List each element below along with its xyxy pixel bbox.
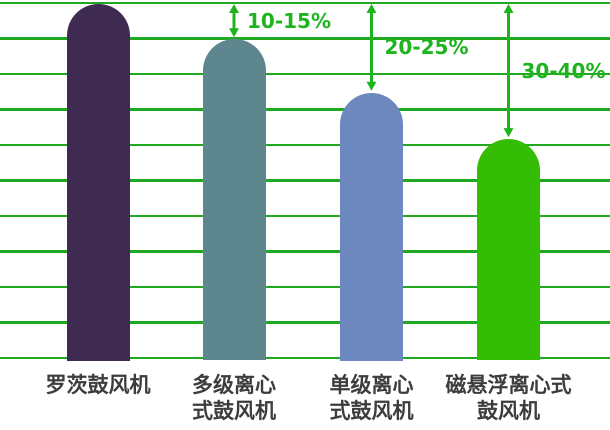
- arrowhead-down-icon: [503, 128, 514, 138]
- gridline: [0, 179, 610, 182]
- category-label-磁悬浮离心式鼓风机: 磁悬浮离心式 鼓风机: [424, 372, 594, 424]
- category-label-line: 单级离心: [329, 373, 414, 397]
- arrowhead-down-icon: [366, 81, 377, 91]
- gridline: [0, 285, 610, 289]
- bar-多级离心式鼓风机: [202, 39, 266, 361]
- gridline: [0, 250, 610, 253]
- category-label-line: 多级离心: [192, 373, 276, 397]
- bar-单级离心式鼓风机: [340, 92, 403, 361]
- gridline: [0, 356, 610, 360]
- gridline: [0, 143, 610, 147]
- category-label-line: 鼓风机: [477, 399, 540, 423]
- arrowhead-up-icon: [229, 4, 239, 13]
- category-label-多级离心式鼓风机: 多级离心 式鼓风机: [149, 372, 319, 424]
- arrowhead-up-icon: [366, 4, 377, 13]
- annotation-label: 20-25%: [384, 35, 469, 60]
- gridline: [0, 321, 610, 324]
- gridline: [0, 37, 610, 40]
- category-label-单级离心式鼓风机: 单级离心 式鼓风机: [287, 372, 457, 424]
- annotation-label: 30-40%: [521, 58, 606, 83]
- category-label-罗茨鼓风机: 罗茨鼓风机: [13, 372, 183, 398]
- gridline: [0, 1, 610, 5]
- arrowhead-up-icon: [503, 4, 514, 13]
- category-label-line: 磁悬浮离心式: [445, 373, 572, 397]
- gridline: [0, 72, 610, 76]
- annotation-label: 10-15%: [247, 8, 332, 33]
- bar-磁悬浮离心式鼓风机: [477, 139, 540, 361]
- gridline: [0, 214, 610, 218]
- category-label-line: 式鼓风机: [192, 399, 276, 423]
- bar-罗茨鼓风机: [66, 3, 130, 361]
- category-label-line: 式鼓风机: [329, 399, 414, 423]
- arrowhead-down-icon: [229, 28, 239, 38]
- category-label-line: 罗茨鼓风机: [45, 373, 151, 397]
- gridline: [0, 108, 610, 111]
